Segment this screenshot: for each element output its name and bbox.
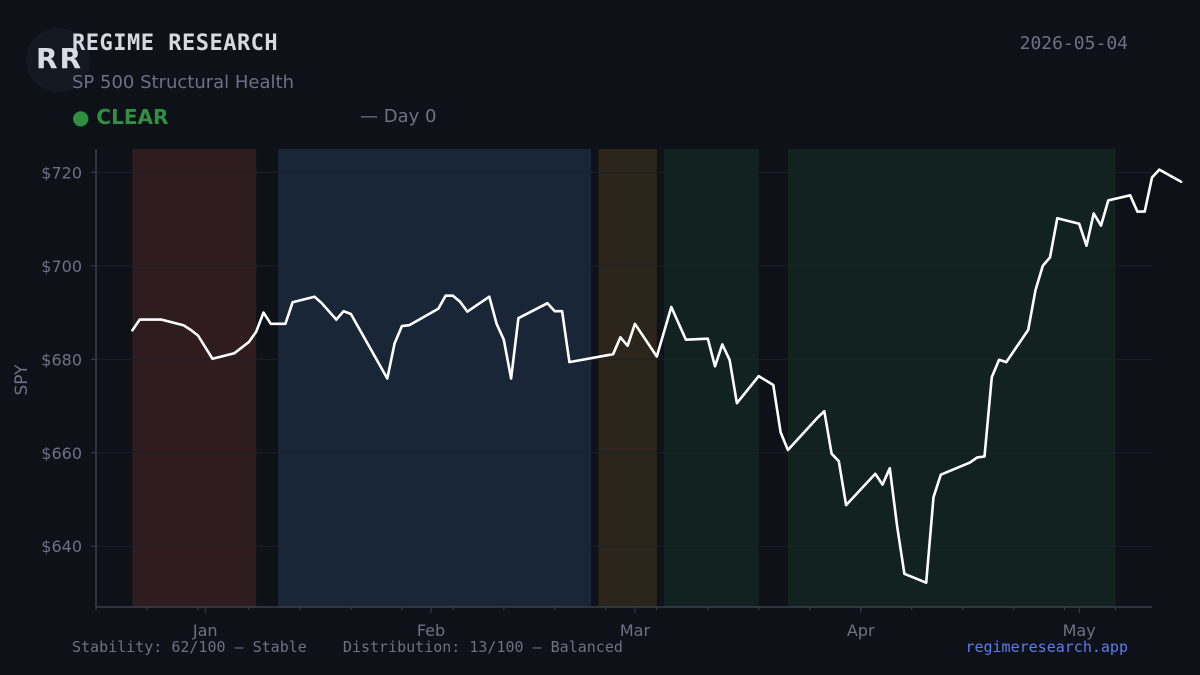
y-tick-label: $680 [41,350,82,369]
x-tick-label: Feb [417,621,445,640]
x-tick-label: Mar [620,621,651,640]
status-dot-icon: ● [72,105,90,129]
day-counter: — Day 0 [360,106,437,127]
report-date: 2026-05-04 [1019,33,1128,54]
axes: Jan Feb Mar Apr May [91,149,1152,640]
regime-band-2 [278,149,592,607]
y-tick-label: $660 [41,444,82,463]
plot-area [131,168,1183,585]
regime-band-5 [787,149,1116,607]
x-tick-label: Jan [192,621,218,640]
regime-band-1 [132,149,257,607]
status-label: CLEAR [96,105,169,129]
x-tick-label: Apr [847,621,875,640]
regime-band-3 [598,149,657,607]
y-tick-label: $640 [41,537,82,556]
footer-metrics: Stability: 62/100 — Stable Distribution:… [72,638,623,656]
x-tick-label: May [1063,621,1096,640]
regime-band-4 [664,149,759,607]
logo-text: RR [36,42,84,75]
logo: RR [26,28,90,92]
regime-bands [132,149,1116,607]
grid-lines: $640 $660 $680 $700 $720 [41,163,1152,556]
footer-site-link[interactable]: regimeresearch.app [965,638,1128,656]
status-badge: ● CLEAR [72,105,168,129]
y-tick-label: $700 [41,257,82,276]
chart-subtitle: SP 500 Structural Health [72,72,294,93]
brand-title: REGIME RESEARCH [72,31,279,56]
y-tick-label: $720 [41,163,82,182]
price-series-line-1 [131,168,1183,585]
y-axis-title: SPY [12,364,32,396]
